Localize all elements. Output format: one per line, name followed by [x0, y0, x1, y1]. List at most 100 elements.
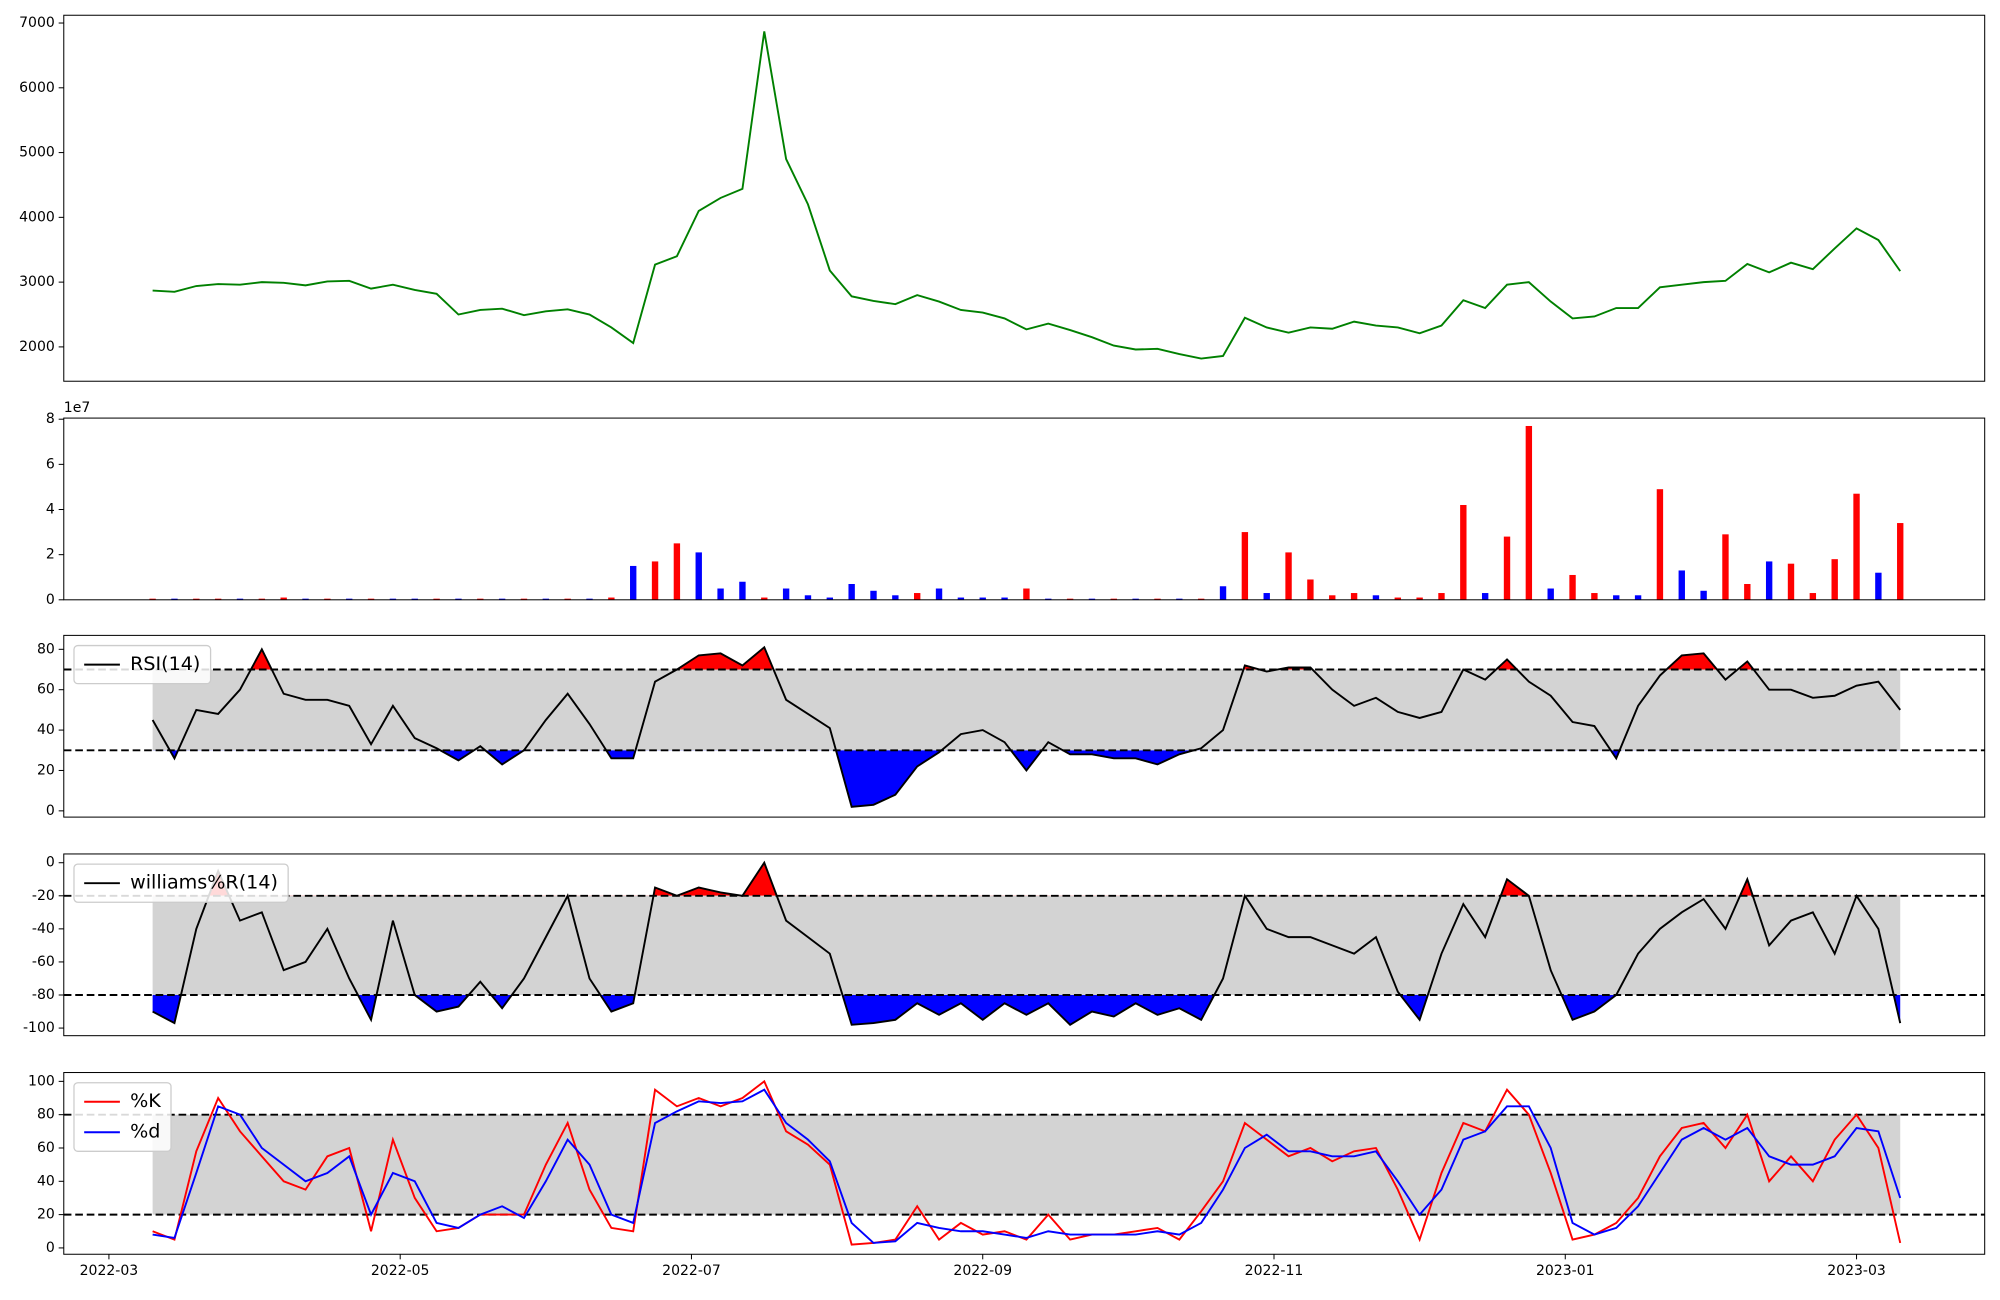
legend-label: %d: [130, 1120, 160, 1143]
volume-bar: [1372, 595, 1380, 600]
series-line: [152, 1088, 1902, 1244]
axes-frame: [63, 634, 1986, 818]
volume-bar: [346, 598, 353, 600]
volume-bar: [1525, 425, 1533, 600]
legend-box: [73, 863, 289, 903]
axes-frame: [63, 14, 1986, 382]
y-tick-label: 6000: [19, 80, 55, 96]
volume-bar: [455, 598, 462, 600]
x-tick-label: 2022-11: [1245, 1263, 1304, 1279]
volume-bar: [1569, 574, 1576, 600]
y-tick-label: 4: [46, 502, 55, 518]
y-tick-label: 3000: [19, 274, 55, 290]
oversold-fill: [152, 750, 1901, 807]
y-tick-label: -100: [23, 1020, 55, 1036]
x-tick-label: 2023-01: [1536, 1263, 1595, 1279]
x-tick-label: 2022-09: [953, 1263, 1012, 1279]
volume-bar: [1045, 598, 1052, 600]
volume-bar: [302, 598, 309, 600]
panel: 0 2 4 6 8 1e7: [46, 400, 1986, 608]
volume-bar: [870, 590, 877, 600]
volume-bar: [367, 598, 375, 600]
volume-bar: [433, 598, 440, 600]
volume-bar: [935, 588, 943, 600]
volume-bar: [1634, 595, 1642, 600]
band: [152, 1114, 1901, 1215]
volume-bar: [1809, 593, 1817, 600]
volume-bar: [280, 597, 287, 600]
volume-bar: [1416, 597, 1423, 600]
volume-bar: [564, 598, 571, 600]
volume-bar: [586, 598, 593, 600]
volume-bar: [1088, 598, 1096, 600]
volume-bar: [608, 597, 615, 600]
series-line: [152, 1079, 1902, 1246]
volume-bar: [258, 598, 266, 600]
volume-bar: [826, 597, 834, 600]
axes-frame: [63, 417, 1986, 601]
y-tick-label: 0: [46, 803, 55, 819]
band: [152, 669, 1901, 751]
volume-bar: [1394, 597, 1401, 600]
volume-bar: [1765, 561, 1773, 600]
volume-bar: [1438, 593, 1445, 600]
price-line: [152, 31, 1902, 360]
volume-bar: [739, 581, 746, 600]
band: [152, 895, 1901, 996]
volume-bar: [1722, 534, 1729, 600]
axes-frame: [63, 1072, 1986, 1255]
legend-label: %K: [130, 1089, 161, 1112]
volume-bar: [477, 598, 484, 600]
panel: -100 -80 -60 -40 -20 0 williams%R(14): [23, 853, 1986, 1037]
y-tick-label: 6: [46, 456, 55, 472]
volume-bar: [1656, 489, 1664, 600]
volume-bar: [1744, 584, 1751, 600]
volume-bar: [1023, 588, 1030, 600]
legend-box: [73, 644, 212, 685]
y-tick-label: -20: [32, 888, 55, 904]
volume-bar: [1066, 598, 1074, 600]
volume-bar: [804, 595, 812, 600]
volume-bar: [651, 561, 659, 600]
volume-bar: [149, 598, 156, 600]
legend-label: williams%R(14): [130, 871, 278, 894]
panel: 2000 3000 4000 5000 6000 7000: [19, 14, 1986, 382]
volume-bar: [520, 598, 528, 600]
volume-bar: [673, 543, 681, 600]
y-tick-label: 60: [37, 1140, 55, 1156]
volume-bar: [892, 595, 899, 600]
volume-bar: [411, 598, 418, 600]
volume-bar: [1329, 595, 1336, 600]
volume-bar: [1875, 572, 1882, 600]
volume-bar: [324, 598, 331, 600]
volume-bar: [1591, 593, 1598, 600]
y-tick-label: 7000: [19, 15, 55, 31]
volume-bar: [695, 552, 702, 600]
volume-bar: [389, 598, 397, 600]
volume-bar: [1350, 593, 1358, 600]
volume-bar: [498, 598, 506, 600]
panel: 0 20 40 60 80 100 2022-03 2022-05 2022-07 2022-09…: [28, 1072, 1986, 1279]
volume-bar: [171, 598, 178, 600]
volume-bar: [1831, 559, 1838, 600]
volume-bar: [236, 598, 244, 600]
y-tick-label: 2000: [19, 339, 55, 355]
volume-bar: [1853, 493, 1860, 600]
volume-bar: [214, 598, 222, 600]
volume-bar: [1547, 588, 1554, 600]
volume-bar: [1285, 552, 1292, 600]
volume-bar: [717, 588, 724, 600]
legend-label: RSI(14): [130, 652, 200, 675]
volume-bar: [1001, 597, 1008, 600]
volume-bar: [193, 598, 200, 600]
volume-bar: [1263, 593, 1270, 600]
y-tick-label: 4000: [19, 209, 55, 225]
volume-bar: [1197, 598, 1205, 600]
x-tick-label: 2022-03: [80, 1263, 139, 1279]
volume-bar: [1613, 595, 1620, 600]
axes-frame: [63, 853, 1986, 1037]
legend-box: [73, 1082, 172, 1152]
oversold-fill: [152, 995, 1901, 1025]
